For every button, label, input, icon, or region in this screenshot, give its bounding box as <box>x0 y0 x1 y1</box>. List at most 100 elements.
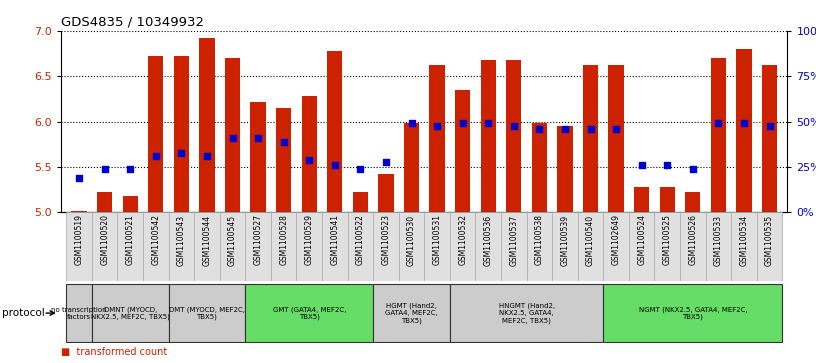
FancyBboxPatch shape <box>322 212 348 281</box>
Bar <box>634 187 650 212</box>
FancyBboxPatch shape <box>220 212 246 281</box>
Point <box>763 123 776 129</box>
FancyBboxPatch shape <box>526 212 552 281</box>
Text: GSM1100528: GSM1100528 <box>279 215 288 265</box>
Bar <box>455 90 470 212</box>
FancyBboxPatch shape <box>476 212 501 281</box>
Point <box>738 121 751 126</box>
Text: GSM1100545: GSM1100545 <box>228 215 237 266</box>
Point <box>354 166 367 172</box>
FancyBboxPatch shape <box>66 284 92 342</box>
FancyBboxPatch shape <box>603 284 783 342</box>
Text: protocol: protocol <box>2 308 44 318</box>
FancyBboxPatch shape <box>399 212 424 281</box>
FancyBboxPatch shape <box>92 212 118 281</box>
Point <box>379 160 392 166</box>
Bar <box>404 123 419 212</box>
Text: GSM1100524: GSM1100524 <box>637 215 646 265</box>
FancyBboxPatch shape <box>731 212 756 281</box>
Text: GSM1100537: GSM1100537 <box>509 215 518 266</box>
Bar <box>276 108 291 212</box>
FancyBboxPatch shape <box>271 212 296 281</box>
Bar <box>429 65 445 212</box>
FancyBboxPatch shape <box>194 212 220 281</box>
Point <box>226 135 239 141</box>
Text: GSM1100544: GSM1100544 <box>202 215 211 266</box>
FancyBboxPatch shape <box>92 284 169 342</box>
Bar <box>557 126 573 212</box>
FancyBboxPatch shape <box>296 212 322 281</box>
Text: GSM1100541: GSM1100541 <box>330 215 339 265</box>
Point <box>201 153 214 159</box>
FancyBboxPatch shape <box>66 212 92 281</box>
Point <box>251 135 264 141</box>
Bar <box>174 56 189 212</box>
Bar <box>685 192 700 212</box>
Text: GSM1100520: GSM1100520 <box>100 215 109 265</box>
Text: GSM1100519: GSM1100519 <box>74 215 83 265</box>
Bar <box>353 192 368 212</box>
Point <box>481 121 494 126</box>
FancyBboxPatch shape <box>246 284 373 342</box>
FancyBboxPatch shape <box>654 212 680 281</box>
Point <box>303 157 316 163</box>
Bar <box>583 65 598 212</box>
FancyBboxPatch shape <box>756 212 783 281</box>
Text: GSM1100535: GSM1100535 <box>765 215 774 266</box>
FancyBboxPatch shape <box>246 212 271 281</box>
Text: GDS4835 / 10349932: GDS4835 / 10349932 <box>61 15 204 28</box>
Text: GSM1100529: GSM1100529 <box>304 215 313 265</box>
Text: GSM1100523: GSM1100523 <box>381 215 391 265</box>
Text: HNGMT (Hand2,
NKX2.5, GATA4,
MEF2C, TBX5): HNGMT (Hand2, NKX2.5, GATA4, MEF2C, TBX5… <box>499 303 555 323</box>
Bar <box>711 58 726 212</box>
Bar <box>302 96 317 212</box>
FancyBboxPatch shape <box>348 212 373 281</box>
Point <box>686 166 699 172</box>
FancyBboxPatch shape <box>680 212 706 281</box>
Point <box>456 121 469 126</box>
Bar <box>225 58 240 212</box>
Text: GSM1100540: GSM1100540 <box>586 215 595 266</box>
Bar <box>97 192 113 212</box>
FancyBboxPatch shape <box>143 212 169 281</box>
Point <box>175 150 188 156</box>
Bar <box>149 56 163 212</box>
Text: GSM1100521: GSM1100521 <box>126 215 135 265</box>
Text: GSM1102649: GSM1102649 <box>612 215 621 265</box>
FancyBboxPatch shape <box>501 212 526 281</box>
Point <box>405 121 418 126</box>
FancyBboxPatch shape <box>169 212 194 281</box>
Text: DMNT (MYOCD,
NKX2.5, MEF2C, TBX5): DMNT (MYOCD, NKX2.5, MEF2C, TBX5) <box>91 306 170 320</box>
Text: GSM1100530: GSM1100530 <box>407 215 416 266</box>
Bar <box>659 187 675 212</box>
Bar <box>736 49 752 212</box>
FancyBboxPatch shape <box>629 212 654 281</box>
FancyBboxPatch shape <box>169 284 246 342</box>
Text: GSM1100539: GSM1100539 <box>561 215 570 266</box>
FancyBboxPatch shape <box>373 212 399 281</box>
Bar <box>506 60 521 212</box>
Text: GSM1100532: GSM1100532 <box>458 215 468 265</box>
Point <box>124 166 137 172</box>
Bar <box>379 174 393 212</box>
Point <box>533 126 546 132</box>
Point <box>328 162 341 168</box>
Bar <box>609 65 623 212</box>
Text: GSM1100522: GSM1100522 <box>356 215 365 265</box>
Point <box>661 162 674 168</box>
Point <box>98 166 111 172</box>
FancyBboxPatch shape <box>603 212 629 281</box>
Bar <box>122 196 138 212</box>
FancyBboxPatch shape <box>373 284 450 342</box>
Point <box>610 126 623 132</box>
Text: GSM1100543: GSM1100543 <box>177 215 186 266</box>
Text: ■  transformed count: ■ transformed count <box>61 347 167 357</box>
Text: no transcription
factors: no transcription factors <box>51 307 107 319</box>
Bar <box>327 51 343 212</box>
Point <box>277 139 290 144</box>
Text: GSM1100536: GSM1100536 <box>484 215 493 266</box>
FancyBboxPatch shape <box>450 212 476 281</box>
FancyBboxPatch shape <box>578 212 603 281</box>
Point <box>149 153 162 159</box>
Text: GSM1100533: GSM1100533 <box>714 215 723 266</box>
